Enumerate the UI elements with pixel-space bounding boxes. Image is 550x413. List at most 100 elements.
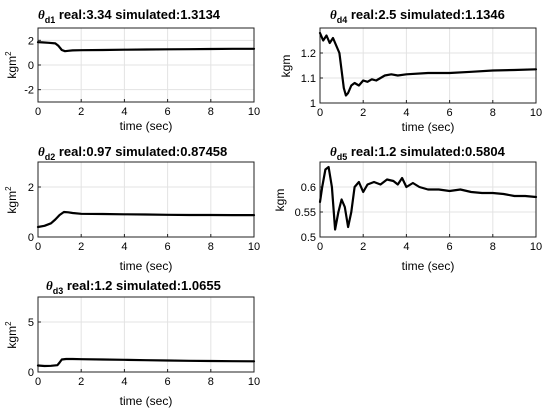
- ticks-d5: 0 2 4 6 8 10 0.5 0.55 0.6: [295, 182, 543, 253]
- x-tick-label-d3: 6: [165, 376, 171, 388]
- title-text-d4: real:2.5 simulated:1.1346: [347, 7, 505, 22]
- axes-box-d2: [37, 161, 255, 238]
- ylabel-d2: kgm2: [4, 186, 19, 214]
- x-tick-label-d4: 4: [403, 107, 409, 119]
- x-tick-label-d3: 2: [78, 376, 84, 388]
- panel-title-d1: θd1 real:3.34 simulated:1.3134: [38, 7, 221, 25]
- y-tick-label-d5: 0.55: [295, 207, 316, 219]
- panel-d5: θd5 real:1.2 simulated:0.5804 0 2 4 6 8 10 0.5…: [273, 144, 542, 273]
- x-tick-label-d5: 10: [530, 241, 542, 253]
- ticks-d1: 0 2 4 6 8 10-202: [24, 35, 260, 118]
- xlabel-d1: time (sec): [120, 119, 173, 133]
- x-tick-label-d3: 8: [208, 376, 214, 388]
- y-tick-label-d3: 5: [28, 317, 34, 329]
- y-tick-label-d5: 0.5: [301, 232, 316, 244]
- title-symbol-d5: θ: [330, 144, 337, 159]
- y-tick-label-d4: 1: [310, 98, 316, 110]
- series-line-d1: [36, 41, 256, 53]
- ylabel-sup-d1: 2: [4, 51, 13, 56]
- y-tick-label-d3: 0: [28, 367, 34, 379]
- ylabel-base-d2: kgm: [5, 191, 19, 214]
- x-tick-label-d5: 0: [317, 241, 323, 253]
- y-tick-label-d4: 1.2: [301, 48, 316, 60]
- ticks-d4: 0 2 4 6 8 10 1 1.1 1.2: [301, 48, 542, 119]
- panel-title-d4: θd4 real:2.5 simulated:1.1346: [330, 7, 505, 25]
- x-tick-label-d5: 8: [490, 241, 496, 253]
- title-subscript-d2: d2: [45, 152, 56, 162]
- y-tick-label-d5: 0.6: [301, 182, 316, 194]
- ticks-d3: 0 2 4 6 8 10 0 5: [28, 317, 260, 388]
- series-line-d3: [36, 357, 256, 368]
- title-subscript-d4: d4: [337, 15, 348, 25]
- x-tick-label-d2: 4: [121, 241, 127, 253]
- y-tick-label-d4: 1.1: [301, 73, 316, 85]
- x-tick-label-d1: 4: [121, 106, 127, 118]
- y-tick-label-d1: 0: [28, 60, 34, 72]
- ylabel-d3: kgm2: [4, 321, 19, 349]
- title-text-d2: real:0.97 simulated:0.87458: [55, 144, 227, 159]
- x-tick-label-d1: 8: [208, 106, 214, 118]
- x-tick-label-d2: 8: [208, 241, 214, 253]
- x-tick-label-d4: 8: [490, 107, 496, 119]
- grid-d2: [37, 162, 255, 238]
- axes-box-d4: [319, 27, 537, 104]
- ylabel-d4: kgm: [279, 55, 293, 78]
- series-line-d2: [36, 210, 256, 229]
- y-tick-label-d1: -2: [24, 85, 34, 97]
- x-tick-label-d3: 0: [35, 376, 41, 388]
- title-symbol-d3: θ: [46, 278, 53, 293]
- svg-text:θd4 real:2.5 simulated:1.1346: θd4 real:2.5 simulated:1.1346: [330, 7, 505, 25]
- x-tick-label-d1: 10: [248, 106, 260, 118]
- ylabel-sup-d2: 2: [4, 186, 13, 191]
- title-text-d3: real:1.2 simulated:1.0655: [63, 278, 221, 293]
- x-tick-label-d5: 4: [403, 241, 409, 253]
- x-tick-label-d4: 10: [530, 107, 542, 119]
- y-tick-label-d2: 0: [28, 232, 34, 244]
- x-tick-label-d1: 2: [78, 106, 84, 118]
- svg-text:θd5 real:1.2 simulated:0.5804: θd5 real:1.2 simulated:0.5804: [330, 144, 506, 162]
- x-tick-label-d1: 0: [35, 106, 41, 118]
- grid-d1: [37, 28, 255, 102]
- title-subscript-d5: d5: [337, 152, 348, 162]
- title-text-d5: real:1.2 simulated:0.5804: [347, 144, 505, 159]
- panel-d3: θd3 real:1.2 simulated:1.0655 0 2 4 6 8 1005 …: [4, 278, 260, 408]
- x-tick-label-d2: 10: [248, 241, 260, 253]
- grid-d4: [319, 28, 537, 104]
- xlabel-d3: time (sec): [120, 394, 173, 408]
- ylabel-d5: kgm: [273, 189, 287, 212]
- xlabel-d5: time (sec): [402, 259, 455, 273]
- svg-text:θd3 real:1.2 simulated:1.0655: θd3 real:1.2 simulated:1.0655: [46, 278, 221, 296]
- panel-title-d2: θd2 real:0.97 simulated:0.87458: [38, 144, 227, 162]
- x-tick-label-d5: 6: [447, 241, 453, 253]
- y-tick-label-d1: 2: [28, 35, 34, 47]
- series-line-d5: [318, 165, 538, 231]
- x-tick-label-d4: 6: [447, 107, 453, 119]
- ylabel-base-d4: kgm: [279, 55, 293, 78]
- x-tick-label-d5: 2: [360, 241, 366, 253]
- x-tick-label-d4: 0: [317, 107, 323, 119]
- axes-box-d3: [37, 296, 255, 373]
- svg-text:θd2 real:0.97 simulated:0.874: θd2 real:0.97 simulated:0.87458: [38, 144, 227, 162]
- title-symbol-d2: θ: [38, 144, 45, 159]
- x-tick-label-d3: 4: [121, 376, 127, 388]
- panel-title-d5: θd5 real:1.2 simulated:0.5804: [330, 144, 506, 162]
- xlabel-d2: time (sec): [120, 259, 173, 273]
- panel-d2: θd2 real:0.97 simulated:0.87458 0 2 4 6 8 100…: [4, 144, 260, 273]
- ticks-d2: 0 2 4 6 8 10 0 2: [28, 182, 260, 253]
- ylabel-sup-d3: 2: [4, 321, 13, 326]
- title-symbol-d1: θ: [38, 7, 45, 22]
- title-symbol-d4: θ: [330, 7, 337, 22]
- ylabel-base-d1: kgm: [5, 56, 19, 79]
- title-text-d1: real:3.34 simulated:1.3134: [55, 7, 221, 22]
- ylabel-d1: kgm2: [4, 51, 19, 79]
- svg-text:θd1 real:3.34 simulated:1.313: θd1 real:3.34 simulated:1.3134: [38, 7, 221, 25]
- panel-d1: θd1 real:3.34 simulated:1.3134 0 2 4 6 8 10 -2…: [4, 7, 260, 133]
- x-tick-label-d2: 2: [78, 241, 84, 253]
- title-subscript-d1: d1: [45, 15, 56, 25]
- title-subscript-d3: d3: [53, 286, 64, 296]
- panel-d4: θd4 real:2.5 simulated:1.1346 0 2 4 6 8 10 1 1.…: [279, 7, 542, 134]
- x-tick-label-d1: 6: [165, 106, 171, 118]
- x-tick-label-d2: 0: [35, 241, 41, 253]
- x-tick-label-d3: 10: [248, 376, 260, 388]
